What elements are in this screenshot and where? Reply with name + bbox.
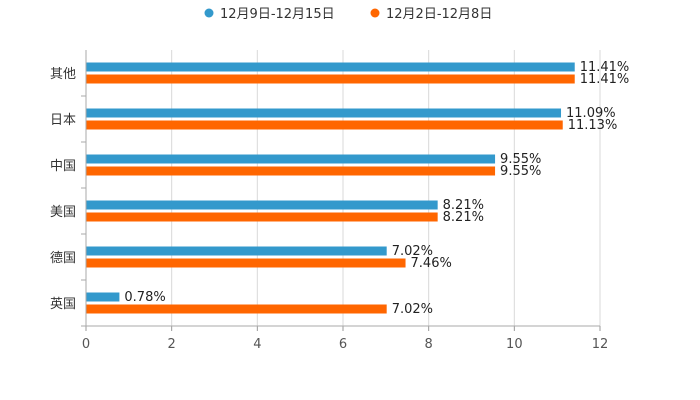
legend-label-1: 12月2日-12月8日 <box>386 7 492 22</box>
category-label-5: 英国 <box>50 297 76 312</box>
x-tick-label-8: 8 <box>425 337 433 352</box>
bar-s0-3[interactable] <box>86 200 438 210</box>
data-label-s1-4: 7.46% <box>411 256 452 271</box>
data-label-s0-0: 11.41% <box>580 60 630 75</box>
bar-layer <box>86 62 575 314</box>
data-label-s0-1: 11.09% <box>566 106 616 121</box>
category-label-4: 德国 <box>50 251 76 266</box>
bar-s0-4[interactable] <box>86 246 387 256</box>
data-label-s0-2: 9.55% <box>500 152 541 167</box>
x-tick-label-4: 4 <box>253 337 261 352</box>
data-label-s0-5: 0.78% <box>124 290 165 305</box>
category-label-0: 其他 <box>50 67 76 82</box>
x-tick-label-2: 2 <box>168 337 176 352</box>
data-label-s1-1: 11.13% <box>568 118 618 133</box>
legend-label-0: 12月9日-12月15日 <box>220 7 335 22</box>
bar-s0-5[interactable] <box>86 292 120 302</box>
category-label-1: 日本 <box>50 113 76 128</box>
legend-marker-1 <box>370 8 380 18</box>
bar-s0-2[interactable] <box>86 154 496 164</box>
data-label-s1-2: 9.55% <box>500 164 541 179</box>
label-layer: 0 2 4 6 8 10 12 其他 11.41%11.41% 日本 11.09%11.13% 中国 9… <box>50 60 629 352</box>
category-label-2: 中国 <box>50 159 76 174</box>
legend-item-1[interactable]: 12月2日-12月8日 <box>370 7 493 22</box>
data-label-s1-3: 8.21% <box>443 210 484 225</box>
category-label-3: 美国 <box>50 205 76 220</box>
bar-s0-1[interactable] <box>86 108 562 118</box>
bar-s1-4[interactable] <box>86 258 406 268</box>
x-tick-label-0: 0 <box>82 337 90 352</box>
x-tick-label-12: 12 <box>592 337 609 352</box>
legend[interactable]: 12月9日-12月15日 12月2日-12月8日 <box>204 7 493 22</box>
data-label-s1-5: 7.02% <box>392 302 433 317</box>
data-label-s0-3: 8.21% <box>443 198 484 213</box>
grid-layer <box>85 50 601 326</box>
bar-s0-0[interactable] <box>86 62 575 72</box>
legend-marker-0 <box>204 8 214 18</box>
data-label-s1-0: 11.41% <box>580 72 630 87</box>
bar-s1-3[interactable] <box>86 212 438 222</box>
axis-layer <box>81 50 601 331</box>
bar-s1-2[interactable] <box>86 166 496 176</box>
bar-s1-0[interactable] <box>86 74 575 84</box>
legend-item-0[interactable]: 12月9日-12月15日 <box>204 7 335 22</box>
x-tick-label-6: 6 <box>339 337 347 352</box>
bar-s1-1[interactable] <box>86 120 563 130</box>
bar-s1-5[interactable] <box>86 304 387 314</box>
x-tick-label-10: 10 <box>506 337 523 352</box>
data-label-s0-4: 7.02% <box>392 244 433 259</box>
